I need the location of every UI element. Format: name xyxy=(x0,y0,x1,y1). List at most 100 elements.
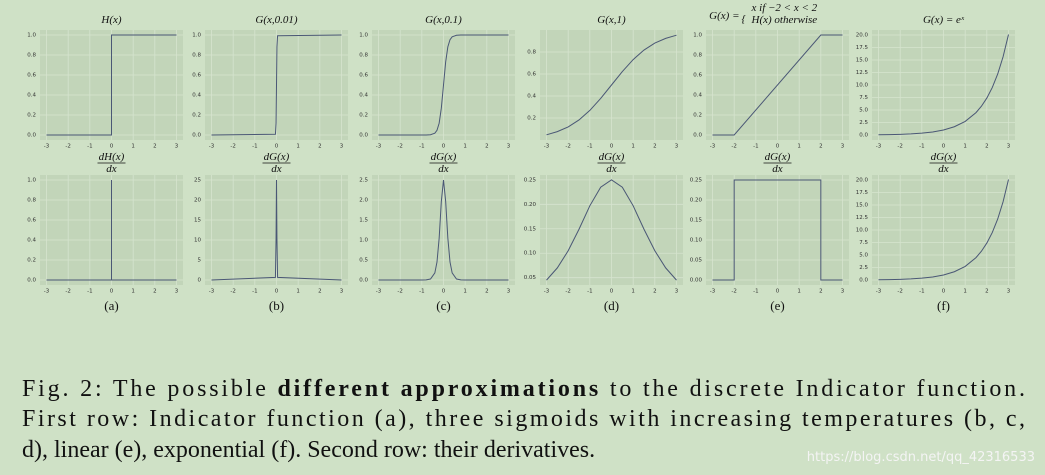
x-tick-label: 2 xyxy=(653,289,657,295)
y-tick-label: 0.8 xyxy=(192,53,201,59)
line xyxy=(546,34,677,136)
y-tick-label: 1.0 xyxy=(359,238,368,244)
x-tick-label: 3 xyxy=(175,289,179,295)
title-denominator: dx xyxy=(438,163,449,175)
y-tick-label: 10 xyxy=(194,238,201,244)
x-tick-label: -2 xyxy=(731,144,736,150)
x-tick-label: 0 xyxy=(110,144,114,150)
x-tick-label: 3 xyxy=(675,144,679,150)
x-tick-label: 2 xyxy=(819,289,823,295)
y-tick-label: 0.0 xyxy=(859,133,868,139)
y-tick-label: 0.20 xyxy=(690,198,703,204)
y-tick-label: 0.0 xyxy=(27,133,36,139)
y-tick-label: 25 xyxy=(194,178,201,184)
y-tick-label: 20.0 xyxy=(856,178,869,184)
y-tick-label: 17.5 xyxy=(856,45,869,51)
line xyxy=(378,179,509,281)
x-tick-label: 1 xyxy=(631,289,635,295)
y-tick-label: 0.6 xyxy=(693,73,702,79)
y-tick-label: 0.5 xyxy=(359,258,368,264)
title-denominator: dx xyxy=(772,163,783,175)
line xyxy=(878,179,1009,281)
y-tick-label: 0.4 xyxy=(27,93,36,99)
x-tick-label: 3 xyxy=(175,144,179,150)
y-tick-label: 20 xyxy=(194,198,201,204)
x-tick-label: 1 xyxy=(131,144,135,150)
x-tick-label: -3 xyxy=(44,144,50,150)
x-tick-label: 0 xyxy=(275,144,279,150)
x-tick-label: 3 xyxy=(507,144,511,150)
y-tick-label: 0.8 xyxy=(527,50,536,56)
x-tick-label: -2 xyxy=(65,144,70,150)
x-tick-label: 3 xyxy=(340,144,344,150)
y-tick-label: 0.8 xyxy=(693,53,702,59)
y-tick-label: 1.5 xyxy=(359,218,368,224)
x-tick-label: 1 xyxy=(463,289,467,295)
watermark: https://blog.csdn.net/qq_42316533 xyxy=(807,450,1035,465)
y-tick-label: 2.5 xyxy=(859,120,868,126)
x-tick-label: -3 xyxy=(209,289,215,295)
y-tick-label: 0.0 xyxy=(859,278,868,284)
x-tick-label: 0 xyxy=(942,144,946,150)
y-tick-label: 1.0 xyxy=(359,33,368,39)
x-tick-label: 1 xyxy=(963,289,967,295)
y-tick-label: 0.05 xyxy=(690,258,703,264)
x-tick-label: 1 xyxy=(963,144,967,150)
y-tick-label: 1.0 xyxy=(192,33,201,39)
x-tick-label: -2 xyxy=(731,289,736,295)
x-tick-label: 2 xyxy=(153,289,157,295)
caption-bold: different approximations xyxy=(277,376,598,402)
brace: { xyxy=(742,13,747,25)
caption-line: Fig. 2: The possible different approxima… xyxy=(22,376,1025,402)
x-tick-label: -1 xyxy=(753,289,758,295)
x-tick-label: 2 xyxy=(985,289,989,295)
x-tick-label: 0 xyxy=(442,289,446,295)
y-tick-label: 10.0 xyxy=(856,228,869,234)
x-tick-label: 0 xyxy=(610,289,614,295)
x-tick-label: -1 xyxy=(419,144,424,150)
x-tick-label: 1 xyxy=(797,289,801,295)
y-tick-label: 15 xyxy=(194,218,201,224)
x-tick-label: -1 xyxy=(419,289,424,295)
x-tick-label: -2 xyxy=(65,289,70,295)
x-tick-label: 1 xyxy=(296,144,300,150)
y-tick-label: 2.5 xyxy=(859,265,868,271)
x-tick-label: 2 xyxy=(985,144,989,150)
x-tick-label: 1 xyxy=(296,289,300,295)
x-tick-label: 0 xyxy=(610,144,614,150)
caption-line: d), linear (e), exponential (f). Second … xyxy=(22,437,595,463)
y-tick-label: 0.4 xyxy=(693,93,702,99)
y-tick-label: 2.0 xyxy=(359,198,368,204)
y-tick-label: 0.4 xyxy=(27,238,36,244)
x-tick-label: 2 xyxy=(153,144,157,150)
y-tick-label: 0.00 xyxy=(690,278,703,284)
x-tick-label: 2 xyxy=(653,144,657,150)
x-tick-label: 1 xyxy=(463,144,467,150)
y-tick-label: 0.2 xyxy=(27,113,36,119)
x-tick-label: -3 xyxy=(376,144,382,150)
x-tick-label: 3 xyxy=(507,289,511,295)
y-tick-label: 0.0 xyxy=(27,278,36,284)
y-tick-label: 7.5 xyxy=(859,240,868,246)
chart-title: H(x) xyxy=(100,14,121,26)
y-tick-label: 0.05 xyxy=(524,275,537,281)
y-tick-label: 0.20 xyxy=(524,202,537,208)
line xyxy=(712,179,843,281)
title-case: x if −2 < x < 2 xyxy=(751,2,818,14)
title-numerator: dG(x) xyxy=(765,151,791,163)
line xyxy=(546,179,677,281)
x-tick-label: 3 xyxy=(340,289,344,295)
y-tick-label: 0 xyxy=(198,278,202,284)
chart-title: G(x,1) xyxy=(597,14,626,26)
title-case: H(x) otherwise xyxy=(751,14,818,26)
line xyxy=(712,34,843,136)
y-tick-label: 0.10 xyxy=(524,251,537,257)
y-tick-label: 17.5 xyxy=(856,190,869,196)
x-tick-label: -3 xyxy=(209,144,215,150)
line xyxy=(46,34,177,136)
y-tick-label: 12.5 xyxy=(856,215,869,221)
x-tick-label: -3 xyxy=(710,289,716,295)
y-tick-label: 1.0 xyxy=(693,33,702,39)
y-tick-label: 5.0 xyxy=(859,253,868,259)
